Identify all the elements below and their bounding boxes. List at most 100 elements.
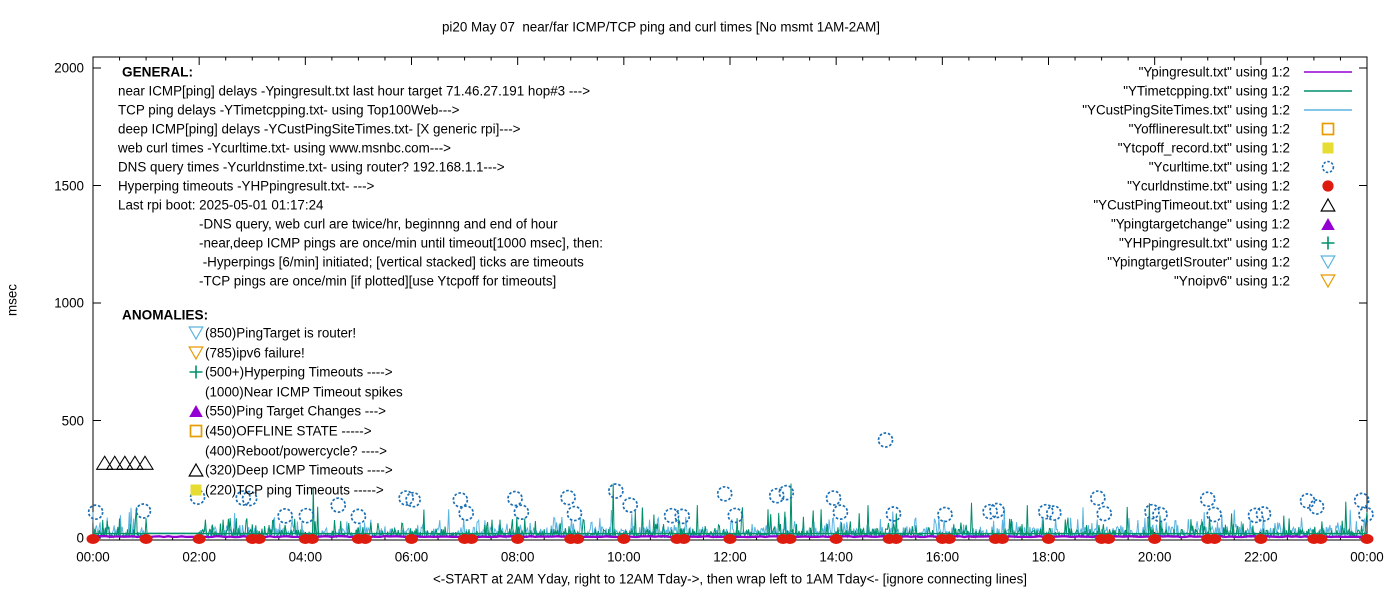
web-curl-point	[330, 497, 347, 513]
web-curl-point	[277, 508, 294, 524]
web-curl-point	[1299, 493, 1316, 509]
dns-time-point	[617, 534, 631, 544]
legend-marker	[1302, 235, 1354, 250]
general-line: web curl times -Ycurltime.txt- using www…	[118, 140, 451, 156]
plus-icon	[1321, 236, 1335, 249]
x-tick-label: 10:00	[607, 549, 641, 565]
dns-time-point	[464, 534, 478, 544]
x-tick-label: 14:00	[819, 549, 853, 565]
web-curl-point	[87, 504, 104, 521]
general-heading: GENERAL:	[122, 64, 193, 80]
dns-time-point	[139, 534, 153, 544]
web-curl-point	[507, 490, 523, 507]
plus-icon	[189, 365, 203, 379]
legend-label: "YTimetcpping.txt" using 1:2	[1123, 83, 1290, 98]
web-curl-point	[241, 490, 258, 507]
web-curl-point	[452, 492, 469, 508]
anomaly-marker	[188, 462, 204, 478]
general-line: DNS query times -Ycurldnstime.txt- using…	[118, 159, 505, 175]
web-curl-point	[298, 507, 315, 524]
dns-time-point	[1042, 534, 1055, 544]
open-triangle-down-icon	[188, 326, 204, 341]
y-tick-label: 0	[76, 530, 84, 546]
dns-time-point	[783, 534, 797, 544]
y-axis-label: msec	[4, 284, 20, 316]
dns-time-point	[829, 534, 843, 544]
dns-time-point	[511, 534, 525, 544]
legend-marker	[1302, 140, 1354, 155]
anomaly-label: (785)ipv6 failure!	[205, 345, 305, 361]
open-triangle-up-icon	[188, 462, 204, 477]
x-tick-label: 12:00	[713, 549, 747, 565]
general-note: -near,deep ICMP pings are once/min until…	[199, 235, 603, 251]
open-triangle-down-icon	[1320, 273, 1336, 288]
anomaly-marker	[188, 424, 204, 439]
anomaly-marker	[188, 345, 204, 360]
legend-label: "YHPpingresult.txt" using 1:2	[1118, 235, 1290, 250]
web-curl-point	[877, 432, 894, 448]
anomaly-marker	[188, 326, 204, 341]
chart-title: pi20 May 07 near/far ICMP/TCP ping and c…	[441, 19, 881, 35]
anomaly-label: (550)Ping Target Changes --->	[205, 403, 386, 419]
web-curl-point	[663, 507, 680, 524]
web-curl-point	[135, 503, 152, 519]
x-tick-label: 02:00	[182, 549, 216, 565]
legend-label: "Ycurltime.txt" using 1:2	[1148, 159, 1290, 174]
x-tick-label: 04:00	[288, 549, 323, 565]
x-tick-label: 00:00	[1350, 549, 1384, 565]
open-triangle-down-icon	[188, 345, 204, 360]
dns-time-point	[995, 534, 1009, 544]
web-curl-point	[398, 490, 415, 506]
legend-label: "Ynoipv6" using 1:2	[1174, 273, 1290, 288]
anomaly-label: (220)TCP ping Timeouts ----->	[205, 482, 384, 498]
legend-label: "Ycurldnstime.txt" using 1:2	[1127, 178, 1290, 193]
filled-square-icon	[1322, 142, 1334, 153]
web-curl-point	[1255, 506, 1272, 522]
deep-icmp-timeout-point	[125, 455, 144, 470]
dns-time-point	[1360, 534, 1374, 544]
web-curl-point	[1037, 503, 1054, 520]
general-note: -Hyperpings [6/min] initiated; [vertical…	[199, 254, 584, 270]
web-curl-point	[1308, 499, 1325, 515]
deep-icmp-timeout-point	[136, 455, 155, 470]
legend-marker	[1302, 197, 1354, 212]
x-tick-label: 20:00	[1137, 549, 1172, 565]
web-curl-point	[1096, 505, 1113, 522]
web-curl-point	[885, 506, 902, 522]
web-curl-point	[727, 507, 744, 524]
general-note: -TCP pings are once/min [if plotted][use…	[199, 273, 557, 289]
web-curl-point	[1353, 492, 1370, 509]
web-curl-point	[608, 483, 624, 499]
dns-time-point	[252, 534, 266, 544]
legend-label: "YpingtargetISrouter" using 1:2	[1107, 254, 1290, 269]
web-curl-point	[832, 504, 849, 521]
anomalies-heading: ANOMALIES:	[122, 307, 209, 323]
open-circle-icon	[1321, 160, 1335, 173]
web-curl-point	[825, 490, 842, 506]
legend-marker	[1302, 273, 1354, 288]
dns-time-point	[405, 534, 418, 544]
deep-icmp-timeout-point	[95, 455, 114, 470]
web-curl-point	[989, 502, 1005, 519]
open-square-icon	[1321, 122, 1335, 135]
web-curl-point	[1144, 503, 1160, 520]
legend-marker	[1302, 178, 1354, 193]
web-curl-point	[1045, 505, 1062, 521]
web-curl-point	[350, 508, 367, 525]
dns-time-point	[1254, 534, 1268, 544]
open-triangle-down-icon	[1320, 254, 1336, 269]
open-square-icon	[189, 424, 203, 438]
dns-time-point	[192, 534, 206, 544]
general-line: Hyperping timeouts -YHPpingresult.txt- -…	[118, 178, 375, 194]
dns-time-point	[571, 534, 585, 544]
filled-triangle-up-icon	[1321, 217, 1335, 230]
deep-icmp-timeout-point	[105, 455, 124, 470]
web-curl-point	[1090, 490, 1106, 506]
legend-marker	[1302, 159, 1354, 174]
open-triangle-up-icon	[1320, 197, 1336, 212]
x-tick-label: 08:00	[500, 549, 535, 565]
web-curl-point	[1152, 506, 1168, 523]
web-curl-point	[405, 491, 421, 508]
web-curl-point	[716, 485, 733, 502]
x-tick-label: 00:00	[76, 549, 110, 565]
